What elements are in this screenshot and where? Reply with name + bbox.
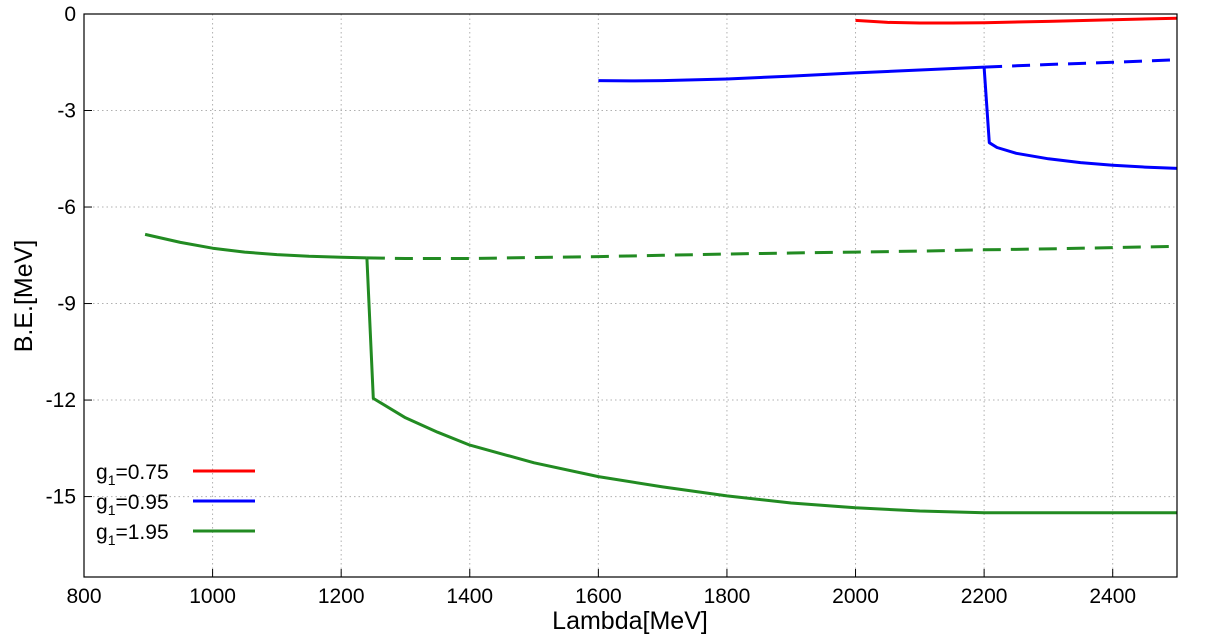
y-axis-title: B.E.[MeV]: [10, 240, 38, 353]
x-tick-label: 1600: [575, 585, 622, 608]
x-tick-label: 800: [66, 585, 101, 608]
series-lines: [144, 16, 1178, 515]
legend-label-2: g1=0.95: [96, 491, 169, 518]
y-tick-label: -9: [57, 293, 76, 316]
tick-labels: 800 1000 1200 1400 1600 1800 2000 2200 2400 0 -3 -6…: [46, 3, 1136, 608]
legend-label-1: g1=0.75: [96, 461, 169, 488]
x-tick-label: 1200: [318, 585, 365, 608]
y-tick-label: -15: [46, 486, 76, 509]
x-tick-label: 1400: [446, 585, 493, 608]
grid-lines: [84, 14, 1177, 577]
series-line-1-segment-1: [855, 16, 1178, 25]
series-line-2-segment-2: [984, 58, 1178, 69]
x-tick-label: 2200: [961, 585, 1008, 608]
x-axis-title: Lambda[MeV]: [552, 607, 708, 635]
y-tick-label: -3: [57, 100, 76, 123]
series-line-3-segment-1: [144, 232, 367, 260]
x-tick-label: 1800: [704, 585, 751, 608]
series-line-3-segment-3: [365, 257, 1177, 515]
legend: g1=0.75 g1=0.95 g1=1.95: [96, 461, 255, 548]
series-line-2-segment-1: [598, 65, 985, 83]
y-tick-label: -6: [57, 196, 76, 219]
x-tick-label: 2000: [832, 585, 879, 608]
series-line-3-segment-2: [366, 244, 1178, 260]
x-tick-label: 1000: [189, 585, 236, 608]
y-tick-label: 0: [64, 3, 76, 26]
x-tick-label: 2400: [1089, 585, 1136, 608]
series-line-2-segment-3: [982, 66, 1178, 170]
y-tick-label: -12: [46, 389, 76, 412]
legend-label-3: g1=1.95: [96, 521, 169, 548]
plot-frame: [83, 13, 1178, 578]
